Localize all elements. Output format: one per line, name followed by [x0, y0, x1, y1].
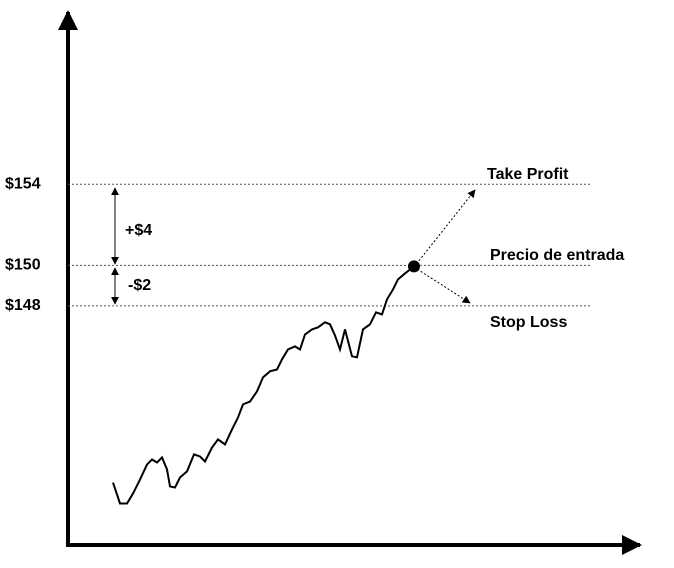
- annotation: Precio de entrada: [490, 247, 624, 264]
- annotation: +$4: [125, 222, 152, 239]
- y-tick-label: $148: [5, 297, 41, 314]
- price-line: [112, 265, 415, 505]
- loss-arrow: [413, 266, 471, 304]
- y-tick-label: $150: [5, 257, 41, 274]
- y-tick-label: $154: [5, 175, 41, 192]
- annotation: Take Profit: [487, 166, 569, 183]
- annotation: Stop Loss: [490, 314, 567, 331]
- profit-arrow: [413, 189, 476, 268]
- annotation: -$2: [128, 277, 151, 294]
- entry-point: [408, 260, 420, 273]
